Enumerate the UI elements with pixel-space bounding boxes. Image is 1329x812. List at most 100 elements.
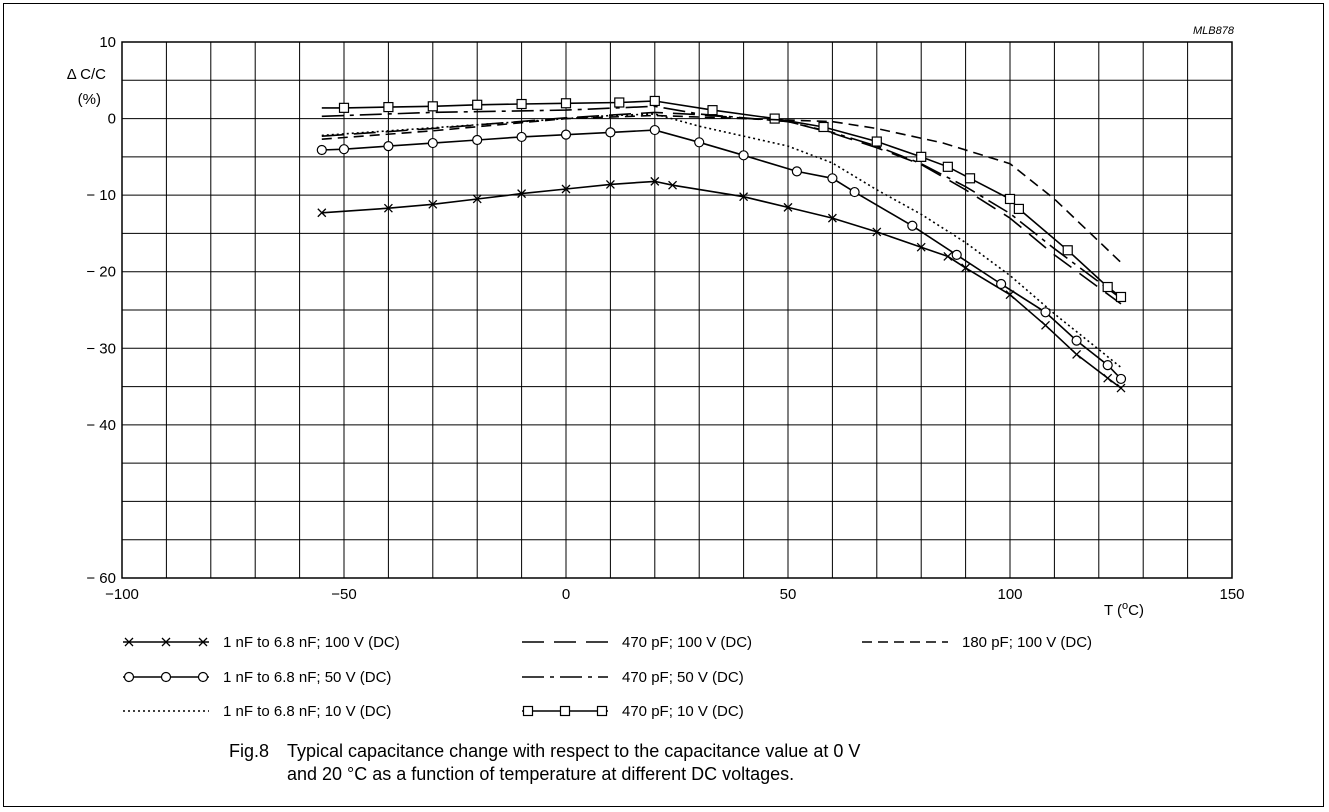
series-1 xyxy=(317,176,1126,393)
data-point-cross xyxy=(943,251,953,261)
series-line xyxy=(321,114,1122,264)
x-tick-label: −50 xyxy=(331,586,356,603)
x-axis-label: T (oC) xyxy=(1104,600,1144,619)
data-point-circle xyxy=(605,127,616,138)
data-point-circle xyxy=(197,671,209,683)
data-point-cross xyxy=(383,203,393,213)
data-point-cross xyxy=(650,176,660,186)
data-point-square xyxy=(596,705,608,717)
data-point-cross xyxy=(561,184,571,194)
legend-label: 470 pF; 10 V (DC) xyxy=(622,703,744,720)
data-point-cross xyxy=(1041,320,1050,330)
data-point-square xyxy=(916,151,927,162)
legend-label: 1 nF to 6.8 nF; 100 V (DC) xyxy=(223,634,400,651)
series-6 xyxy=(321,95,1127,303)
caption-label: Fig.8 xyxy=(229,741,270,761)
data-point-circle xyxy=(791,166,802,177)
data-point-circle xyxy=(123,671,135,683)
series-line xyxy=(321,129,1122,380)
data-point-square xyxy=(1115,291,1127,303)
data-point-cross xyxy=(783,202,793,212)
legend-label: 1 nF to 6.8 nF; 50 V (DC) xyxy=(223,669,391,686)
data-point-square xyxy=(559,705,571,717)
data-point-circle xyxy=(996,278,1007,290)
x-tick-label: 0 xyxy=(562,586,570,603)
y-axis-label-line1: Δ C/C xyxy=(67,66,106,83)
data-point-circle xyxy=(649,124,660,136)
figure-frame xyxy=(3,3,1324,807)
data-point-circle xyxy=(427,137,438,149)
data-point-circle xyxy=(472,134,483,146)
data-point-circle xyxy=(1102,360,1113,371)
data-point-square xyxy=(1004,193,1016,205)
series-7 xyxy=(321,114,1122,264)
y-tick-label: − 30 xyxy=(86,340,116,357)
series-5 xyxy=(321,105,1122,300)
data-point-circle xyxy=(560,129,572,140)
x-tick-label: 50 xyxy=(780,586,797,603)
data-point-square xyxy=(522,705,534,717)
legend-label: 1 nF to 6.8 nF; 10 V (DC) xyxy=(223,703,391,720)
data-point-square xyxy=(472,99,483,110)
data-point-square xyxy=(707,105,718,116)
data-point-cross xyxy=(198,637,208,647)
data-point-square xyxy=(818,121,829,133)
data-point-cross xyxy=(472,194,482,204)
data-point-cross xyxy=(916,242,926,252)
legend-item: 470 pF; 50 V (DC) xyxy=(522,669,744,686)
data-point-cross xyxy=(605,179,615,189)
data-point-cross xyxy=(1103,373,1113,383)
y-tick-label: − 40 xyxy=(86,417,116,434)
legend-item: 470 pF; 100 V (DC) xyxy=(522,634,752,651)
data-point-circle xyxy=(338,144,350,155)
data-point-cross xyxy=(517,189,527,199)
legend-item: 1 nF to 6.8 nF; 50 V (DC) xyxy=(123,669,391,686)
data-point-cross xyxy=(1116,383,1126,393)
y-axis-label-line2: (%) xyxy=(78,91,101,108)
y-tick-label: 0 xyxy=(108,111,116,128)
data-point-square xyxy=(1102,281,1113,293)
data-point-circle xyxy=(516,131,527,143)
data-point-square xyxy=(614,97,625,108)
data-point-cross xyxy=(668,180,678,190)
legend-label: 470 pF; 50 V (DC) xyxy=(622,669,744,686)
data-point-circle xyxy=(907,220,918,231)
legend-item: 470 pF; 10 V (DC) xyxy=(522,703,744,720)
series-line xyxy=(321,113,1122,369)
data-point-square xyxy=(964,173,976,184)
data-point-square xyxy=(383,101,394,113)
data-point-circle xyxy=(849,186,860,198)
plot-area-border xyxy=(121,41,1233,579)
series-3 xyxy=(321,113,1122,369)
data-point-circle xyxy=(951,249,962,260)
caption-line-2: and 20 °C as a function of temperature a… xyxy=(287,764,795,784)
data-point-square xyxy=(338,102,350,113)
x-tick-label: 100 xyxy=(997,586,1022,603)
data-point-cross xyxy=(124,637,134,647)
figure-code: MLB878 xyxy=(1193,25,1235,37)
data-point-cross xyxy=(161,637,171,647)
y-tick-label: − 10 xyxy=(86,187,116,204)
series-line xyxy=(321,105,1122,300)
y-tick-label: − 20 xyxy=(86,264,116,281)
data-point-cross xyxy=(827,213,837,223)
data-point-circle xyxy=(738,150,749,161)
data-point-cross xyxy=(739,192,749,202)
data-point-square xyxy=(1062,245,1073,256)
legend-item: 1 nF to 6.8 nF; 10 V (DC) xyxy=(123,703,391,720)
y-tick-label: 10 xyxy=(99,34,116,51)
data-point-cross xyxy=(317,208,327,218)
data-point-circle xyxy=(160,671,172,683)
data-point-square xyxy=(560,98,572,109)
data-point-cross xyxy=(872,227,882,237)
data-point-circle xyxy=(316,144,327,156)
legend-item: 1 nF to 6.8 nF; 100 V (DC) xyxy=(123,634,400,651)
data-point-cross xyxy=(1072,349,1082,359)
data-point-square xyxy=(649,95,660,107)
data-point-circle xyxy=(383,141,394,152)
y-tick-label: − 60 xyxy=(86,570,116,587)
data-point-square xyxy=(427,101,438,112)
data-point-circle xyxy=(1115,373,1127,385)
data-point-square xyxy=(942,161,953,172)
